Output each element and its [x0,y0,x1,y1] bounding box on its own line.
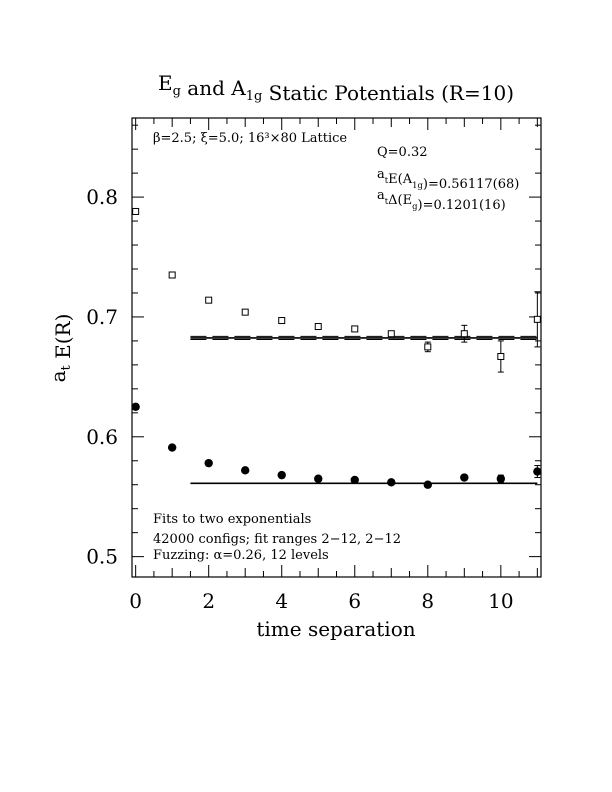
annotation-q: Q=0.32 [377,145,428,160]
y-tick-label: 0.5 [86,545,118,569]
y-tick-label: 0.6 [86,425,118,449]
eg-post: )=0.1201(16) [418,198,506,213]
data-point-circle [423,480,432,489]
data-point-circle [131,402,140,412]
y-tick-label: 0.8 [86,185,118,209]
data-point-circle [387,478,396,487]
title-part-2: Static Potentials (R=10) [262,81,514,105]
annotation-eg: atΔ(Eg)=0.1201(16) [377,188,506,213]
y-tick-labels: 0.5 0.6 0.7 0.8 [86,185,118,569]
data-point-square [314,323,322,331]
eg-mid: Δ(E [388,193,412,208]
title-part-0: E [158,71,173,95]
annotation-lattice: β=2.5; ξ=5.0; 16³×80 Lattice [153,131,347,146]
fit-lines [190,335,538,485]
data-point-square [132,207,140,215]
y-axis-label-text: at E(R) [46,314,75,383]
annotation-a1g: atE(A1g)=0.56117(68) [377,167,519,192]
data-point-square [533,315,541,323]
data-point-square [168,271,176,279]
a1g-pre-sub: t [385,175,389,185]
x-tick-label: 8 [421,589,434,613]
data-point-circle [314,474,323,483]
annotation-configs: 42000 configs; fit ranges 2−12, 2−12 [153,532,401,547]
data-point-circle [204,458,213,468]
y-label-rest: E(R) [51,314,75,366]
data-point-square [387,330,395,338]
data-point-square [241,308,249,316]
x-tick-label: 0 [129,589,142,613]
x-tick-label: 6 [348,589,361,613]
chart-title: Eg and A1g Static Potentials (R=10) [158,71,514,105]
data-point-square [278,317,286,325]
x-axis-label: time separation [256,617,415,641]
data-point-square [460,330,468,338]
y-label-a-sub: t [59,364,74,370]
data-point-square [497,352,505,360]
data-point-square [424,343,432,351]
annotation-fits: Fits to two exponentials [153,512,311,527]
title-text: Eg and A1g Static Potentials (R=10) [158,71,514,105]
x-tick-labels: 0 2 4 6 8 10 [129,589,513,613]
eg-pre: a [377,188,385,203]
data-point-circle [496,474,506,483]
a1g-mid-sub: 1g [412,180,423,190]
annotation-fuzzing: Fuzzing: α=0.26, 12 levels [153,548,329,563]
data-point-circle [533,467,542,476]
data-point-circle [277,470,286,480]
eg-pre-sub: t [385,196,389,206]
title-part-0-sub: g [173,84,181,99]
data-point-circle [460,473,469,482]
eg-mid-sub: g [412,201,418,211]
x-tick-label: 2 [202,589,215,613]
a1g-pre: a [377,167,385,182]
a1g-post: )=0.56117(68) [423,177,519,192]
data-points [131,207,542,489]
a1g-mid: E(A [388,172,413,187]
y-label-a: a [46,370,70,382]
x-tick-label: 4 [275,589,288,613]
data-point-circle [350,475,359,485]
data-point-circle [241,466,250,475]
data-point-square [351,325,359,333]
data-point-circle [167,443,177,452]
title-part-1-sub: 1g [246,89,263,104]
y-tick-label: 0.7 [86,305,118,329]
x-tick-label: 10 [488,589,513,613]
title-part-1: and A [181,76,246,100]
data-point-square [205,296,213,304]
annotations: β=2.5; ξ=5.0; 16³×80 LatticeQ=0.32atE(A1… [153,131,519,563]
axis-ticks [132,118,541,577]
y-axis-label: at E(R) [46,314,75,383]
